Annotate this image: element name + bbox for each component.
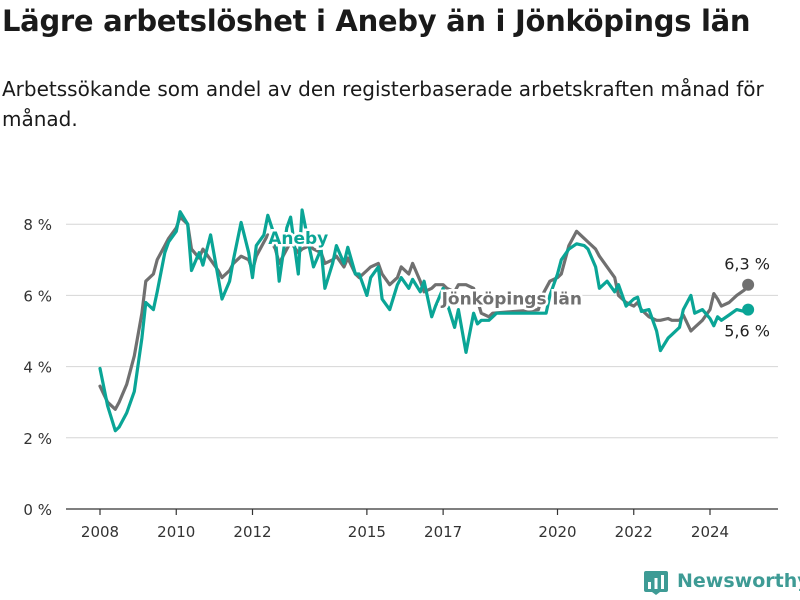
series-line-aneby (98, 208, 750, 433)
brand-name: Newsworthy (677, 570, 800, 592)
end-value-label-aneby: 5,6 % (724, 322, 770, 341)
y-axis-tick-labels: 0 % 2 % 4 % 6 % 8 % (23, 216, 52, 519)
y-tick-label: 6 % (23, 287, 52, 305)
y-tick-label: 2 % (23, 430, 52, 448)
x-tick-label: 2020 (538, 523, 576, 541)
bar-chart-icon (644, 571, 668, 595)
x-tick-label: 2012 (233, 523, 271, 541)
x-tick-label: 2024 (691, 523, 729, 541)
series-name-label: Jönköpings län (441, 289, 582, 309)
x-tick-label: 2017 (424, 523, 462, 541)
x-tick-label: 2022 (615, 523, 653, 541)
series-lines (98, 208, 755, 433)
gridlines (66, 223, 778, 439)
x-tick-label: 2010 (157, 523, 195, 541)
x-tick-label: 2015 (348, 523, 386, 541)
series-labels: 6,3 % 5,6 % Aneby Jönköpings län (266, 226, 772, 342)
x-axis: 2008 2010 2012 2015 2017 2020 2022 2024 (66, 508, 778, 541)
series-line-jonkopings-lan (98, 215, 750, 411)
x-tick-label: 2008 (81, 523, 119, 541)
series-name-label: Aneby (268, 229, 328, 249)
y-tick-label: 4 % (23, 359, 52, 377)
y-tick-label: 0 % (23, 501, 52, 519)
end-point-aneby (742, 303, 755, 316)
end-point-jonkopings-lan (742, 278, 755, 291)
chart-title: Lägre arbetslöshet i Aneby än i Jönköpin… (2, 4, 751, 38)
end-value-label-jonkopings-lan: 6,3 % (724, 255, 770, 274)
y-tick-label: 8 % (23, 216, 52, 234)
chart-subtitle: Arbetssökande som andel av den registerb… (2, 77, 764, 131)
newsworthy-logo[interactable]: Newsworthy (644, 570, 800, 598)
